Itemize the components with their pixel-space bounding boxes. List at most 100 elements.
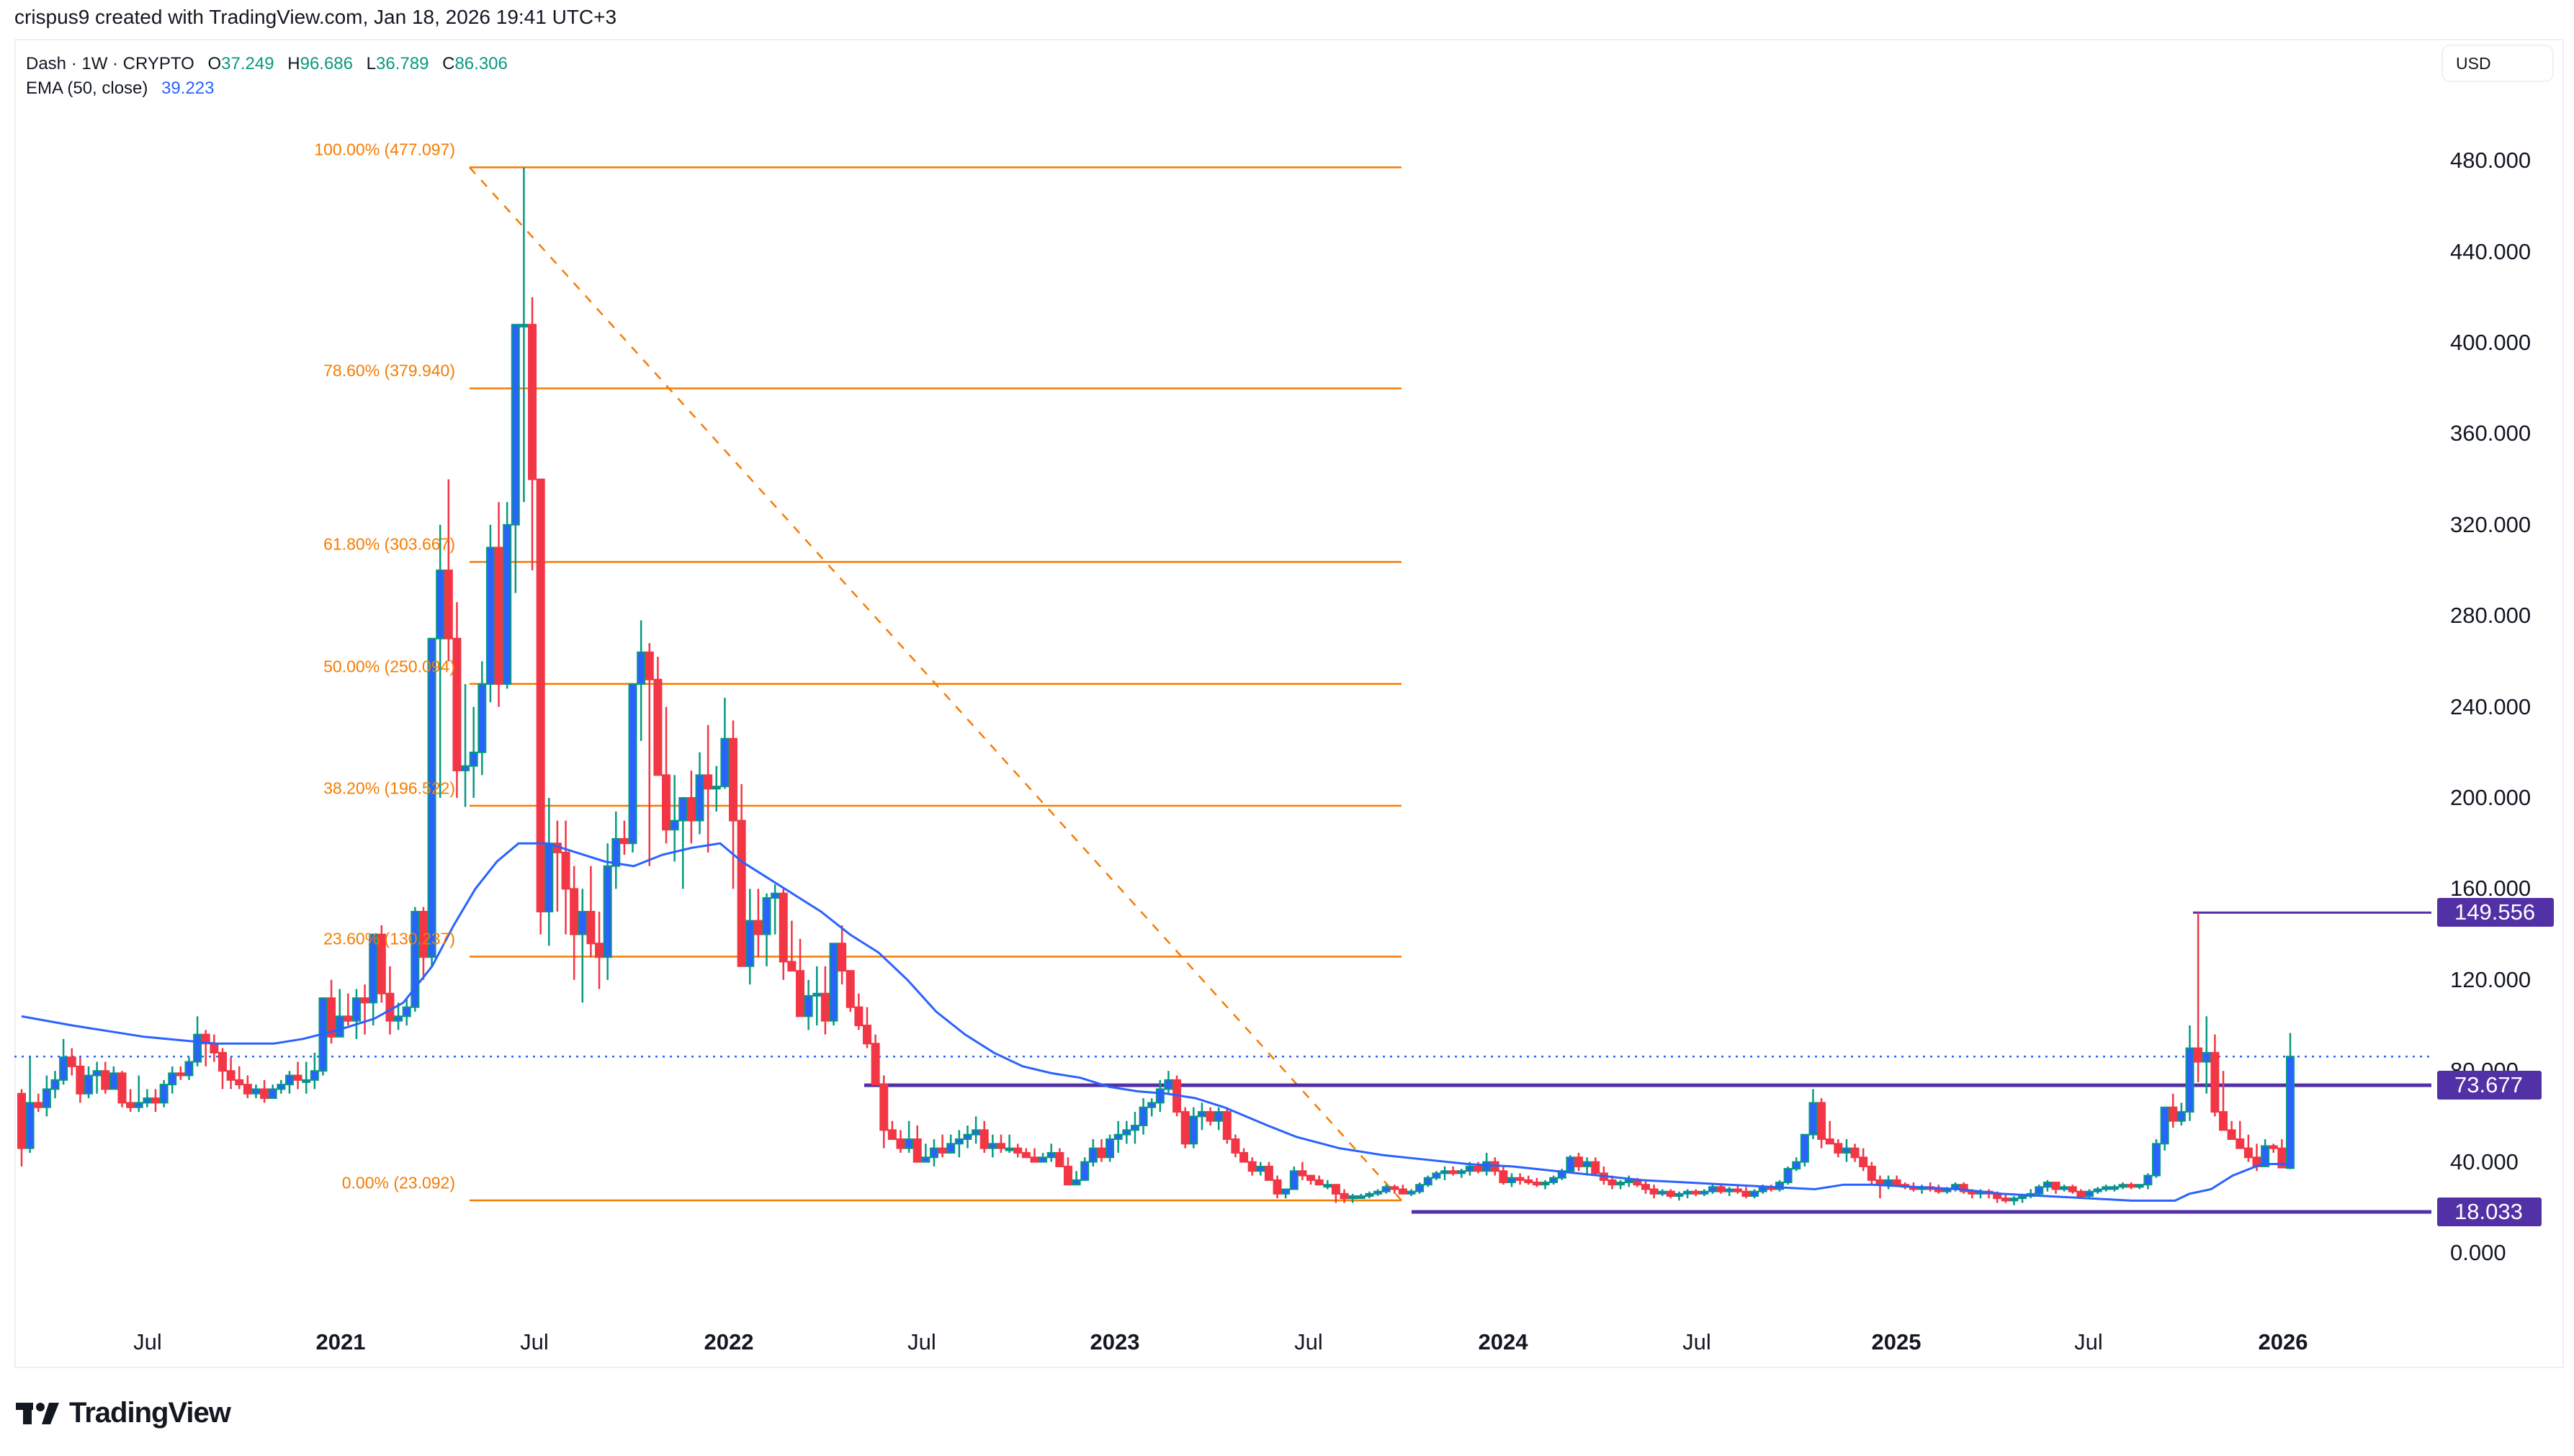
- candle-body: [1340, 1192, 1349, 1200]
- time-axis-tick: 2024: [1478, 1329, 1528, 1354]
- candle-body: [1800, 1133, 1809, 1163]
- candle-body: [17, 1092, 26, 1149]
- candle-body: [1398, 1188, 1407, 1195]
- symbol-title[interactable]: Dash · 1W · CRYPTO: [26, 54, 194, 73]
- candle-body: [1164, 1079, 1173, 1090]
- candle-body: [1582, 1161, 1592, 1167]
- price-axis-tick: 480.000: [2450, 148, 2532, 174]
- candle-body: [1289, 1170, 1299, 1190]
- candle-body: [1750, 1190, 1759, 1197]
- candle-body: [712, 786, 721, 790]
- candle-body: [1323, 1184, 1332, 1188]
- candle-body: [1884, 1179, 1893, 1186]
- candle-body: [176, 1072, 185, 1077]
- candle-body: [59, 1056, 68, 1081]
- candle-body: [1457, 1170, 1466, 1174]
- candle-body: [1733, 1188, 1742, 1192]
- candle-body: [1825, 1138, 1834, 1145]
- candle-body: [1465, 1165, 1474, 1172]
- candle-body: [762, 897, 771, 935]
- candle-body: [1892, 1179, 1901, 1186]
- candle-body: [2261, 1145, 2270, 1167]
- candle-body: [1122, 1129, 1131, 1136]
- candle-body: [2018, 1195, 2027, 1200]
- candle-body: [193, 1033, 202, 1063]
- candle-body: [1247, 1161, 1257, 1172]
- candle-body: [151, 1097, 160, 1104]
- time-axis-tick: 2025: [1871, 1329, 1921, 1354]
- candle-body: [2060, 1186, 2069, 1190]
- time-axis-tick: Jul: [907, 1329, 936, 1354]
- candle-body: [2152, 1143, 2161, 1177]
- candle-body: [310, 1070, 319, 1081]
- candle-body: [2194, 1047, 2203, 1063]
- candle-body: [1499, 1170, 1508, 1184]
- candle-body: [1113, 1133, 1123, 1141]
- candle-body: [284, 1074, 294, 1086]
- candle-body: [335, 1015, 344, 1038]
- candle-body: [570, 888, 579, 935]
- candle-body: [1524, 1179, 1533, 1184]
- candle-body: [302, 1079, 311, 1083]
- tradingview-logo-text: TradingView: [69, 1397, 231, 1429]
- candle-body: [2076, 1190, 2086, 1197]
- time-axis-tick: Jul: [2074, 1329, 2103, 1354]
- candle-body: [293, 1074, 302, 1081]
- candle-body: [1097, 1147, 1106, 1159]
- candle-body: [862, 1025, 871, 1045]
- candle-body: [561, 851, 570, 890]
- candle-body: [1834, 1143, 1843, 1154]
- candle-body: [1624, 1179, 1633, 1184]
- candle-body: [2093, 1188, 2102, 1192]
- candle-body: [929, 1147, 938, 1159]
- price-level-tag: 149.556: [2437, 898, 2555, 927]
- candle-body: [1407, 1190, 1416, 1195]
- fib-level-label: 100.00% (477.097): [314, 140, 455, 159]
- candle-body: [218, 1051, 227, 1072]
- candle-body: [1959, 1184, 1968, 1192]
- candle-body: [1239, 1151, 1249, 1163]
- candle-body: [50, 1079, 60, 1090]
- high-value: 96.686: [300, 54, 353, 73]
- candle-body: [1649, 1188, 1659, 1195]
- candle-body: [729, 737, 738, 822]
- candle-body: [34, 1102, 43, 1108]
- price-axis-tick: 200.000: [2450, 785, 2532, 810]
- candle-body: [2143, 1174, 2153, 1186]
- close-label: C: [442, 54, 455, 73]
- candle-body: [1817, 1102, 1826, 1140]
- candle-body: [737, 819, 746, 967]
- tradingview-logo-icon: [16, 1402, 59, 1424]
- candle-body: [1206, 1111, 1215, 1122]
- candle-body: [536, 478, 545, 912]
- tradingview-logo[interactable]: TradingView: [16, 1397, 231, 1429]
- time-axis-tick: 2022: [704, 1329, 754, 1354]
- candle-body: [603, 865, 612, 958]
- candle-body: [1566, 1156, 1575, 1172]
- candle-body: [1348, 1195, 1358, 1200]
- candle-body: [360, 997, 369, 1004]
- ema-label[interactable]: EMA (50, close): [26, 78, 148, 98]
- candle-body: [1214, 1111, 1224, 1122]
- candle-body: [1725, 1188, 1734, 1192]
- candle-body: [912, 1138, 922, 1163]
- candle-body: [184, 1061, 194, 1077]
- candle-body: [42, 1088, 51, 1108]
- candle-body: [2051, 1182, 2060, 1190]
- price-axis-tick: 360.000: [2450, 421, 2532, 446]
- candle-body: [344, 1015, 353, 1022]
- candle-body: [1775, 1182, 1784, 1190]
- candle-body: [168, 1072, 177, 1086]
- candle-body: [528, 323, 537, 480]
- currency-button[interactable]: USD: [2441, 45, 2554, 82]
- candle-body: [2219, 1111, 2228, 1131]
- candle-body: [1867, 1165, 1876, 1181]
- candle-body: [704, 774, 713, 790]
- candle-body: [1331, 1184, 1340, 1195]
- candle-body: [260, 1088, 269, 1100]
- candle-body: [369, 933, 378, 1004]
- candle-body: [611, 837, 621, 867]
- chart-pane[interactable]: [14, 39, 2564, 1368]
- candle-body: [720, 737, 730, 788]
